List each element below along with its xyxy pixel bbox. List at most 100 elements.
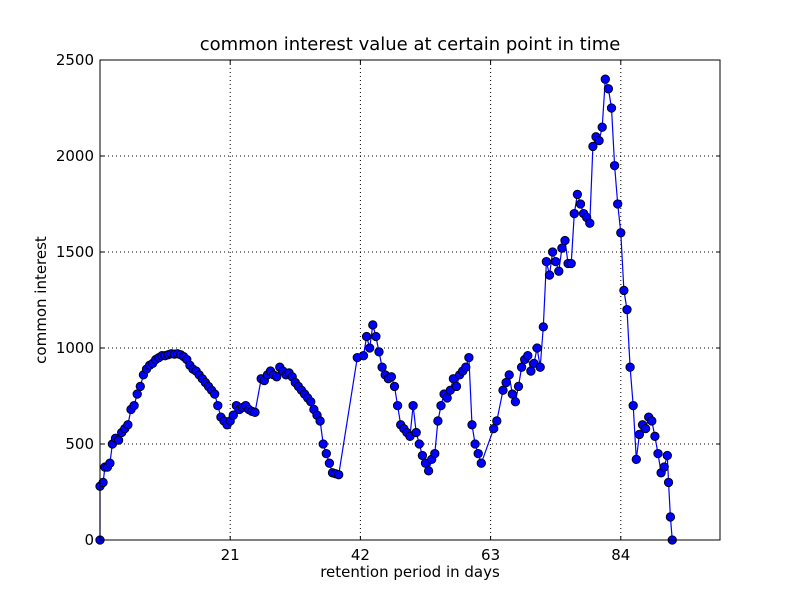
data-point bbox=[361, 331, 372, 342]
y-axis-label: common interest bbox=[32, 236, 50, 364]
data-point bbox=[606, 103, 617, 113]
data-point bbox=[585, 218, 595, 228]
data-point bbox=[507, 389, 517, 399]
data-point bbox=[408, 400, 418, 411]
x-tick-label: 84 bbox=[611, 546, 630, 564]
data-point bbox=[554, 266, 564, 276]
data-point bbox=[647, 416, 657, 426]
data-point bbox=[461, 362, 471, 372]
data-point bbox=[588, 141, 598, 152]
data-point bbox=[501, 377, 511, 388]
data-point bbox=[306, 397, 316, 407]
data-point bbox=[504, 370, 514, 380]
data-point bbox=[467, 420, 477, 430]
data-point bbox=[389, 381, 400, 392]
plot-frame bbox=[99, 59, 721, 541]
y-tick-label: 0 bbox=[84, 531, 94, 549]
data-point bbox=[597, 122, 607, 132]
y-tick-label: 2000 bbox=[56, 147, 94, 165]
x-tick-label: 42 bbox=[351, 546, 370, 564]
data-point bbox=[417, 450, 428, 461]
data-point bbox=[135, 381, 145, 392]
data-point bbox=[631, 454, 641, 465]
data-point bbox=[640, 423, 651, 434]
series-line bbox=[99, 79, 673, 541]
data-point bbox=[411, 427, 421, 438]
data-point bbox=[414, 439, 424, 449]
data-point bbox=[622, 304, 632, 315]
data-point bbox=[129, 400, 139, 411]
data-point bbox=[513, 381, 524, 392]
data-point bbox=[430, 448, 440, 459]
data-point bbox=[272, 372, 282, 382]
data-point bbox=[594, 135, 604, 146]
data-point bbox=[489, 423, 499, 434]
data-point bbox=[132, 389, 142, 399]
data-point bbox=[526, 366, 536, 376]
data-point bbox=[213, 400, 223, 411]
data-point bbox=[442, 393, 452, 403]
data-point bbox=[634, 429, 645, 440]
data-point bbox=[113, 435, 124, 445]
data-point bbox=[560, 235, 570, 246]
data-point bbox=[423, 466, 434, 476]
data-point bbox=[538, 322, 548, 332]
series-layer bbox=[95, 74, 677, 545]
chart-title: common interest value at certain point i… bbox=[200, 34, 621, 55]
x-tick-label: 21 bbox=[221, 546, 240, 564]
data-point bbox=[569, 208, 579, 219]
data-point bbox=[547, 247, 558, 257]
data-point bbox=[613, 199, 623, 209]
data-point bbox=[662, 450, 672, 461]
data-point bbox=[368, 320, 378, 330]
data-point bbox=[532, 343, 542, 353]
data-point bbox=[616, 228, 626, 238]
y-tick-label: 2500 bbox=[56, 51, 94, 69]
data-point bbox=[433, 416, 443, 426]
data-point bbox=[358, 351, 369, 361]
data-point bbox=[470, 439, 480, 449]
data-point bbox=[650, 431, 660, 441]
x-tick-label: 63 bbox=[481, 546, 500, 564]
data-point bbox=[516, 362, 527, 372]
data-point bbox=[535, 362, 545, 372]
data-point bbox=[321, 448, 331, 459]
data-point bbox=[523, 351, 533, 361]
data-point bbox=[318, 439, 328, 449]
data-point bbox=[315, 416, 325, 426]
grid-layer bbox=[100, 60, 720, 540]
data-point bbox=[609, 160, 620, 171]
data-point bbox=[566, 258, 576, 269]
data-point bbox=[105, 458, 115, 468]
data-point bbox=[551, 256, 561, 267]
data-point bbox=[210, 389, 220, 399]
x-axis-label: retention period in days bbox=[320, 563, 500, 581]
y-tick-label: 500 bbox=[65, 435, 94, 453]
data-point bbox=[324, 458, 335, 468]
data-point bbox=[464, 352, 474, 363]
data-point bbox=[663, 477, 674, 488]
data-point bbox=[619, 285, 629, 296]
axis-layer: 21 42 63 84 0 500 1000 1500 2000 2500 bbox=[56, 51, 720, 564]
data-point bbox=[377, 362, 387, 372]
data-point bbox=[659, 462, 669, 472]
data-point bbox=[603, 84, 614, 94]
data-point bbox=[98, 477, 108, 488]
data-point bbox=[665, 512, 676, 522]
data-point bbox=[625, 362, 635, 372]
y-tick-label: 1500 bbox=[56, 243, 94, 261]
data-point bbox=[575, 199, 586, 209]
data-point bbox=[392, 400, 403, 411]
data-point bbox=[541, 256, 552, 267]
data-point bbox=[250, 407, 260, 417]
data-point bbox=[653, 448, 663, 459]
data-point bbox=[600, 74, 610, 84]
data-point bbox=[476, 458, 486, 468]
data-point bbox=[510, 397, 521, 407]
data-point bbox=[386, 372, 397, 382]
data-point bbox=[371, 331, 381, 342]
data-point bbox=[628, 400, 638, 411]
data-point bbox=[451, 381, 462, 392]
data-point bbox=[365, 343, 375, 353]
